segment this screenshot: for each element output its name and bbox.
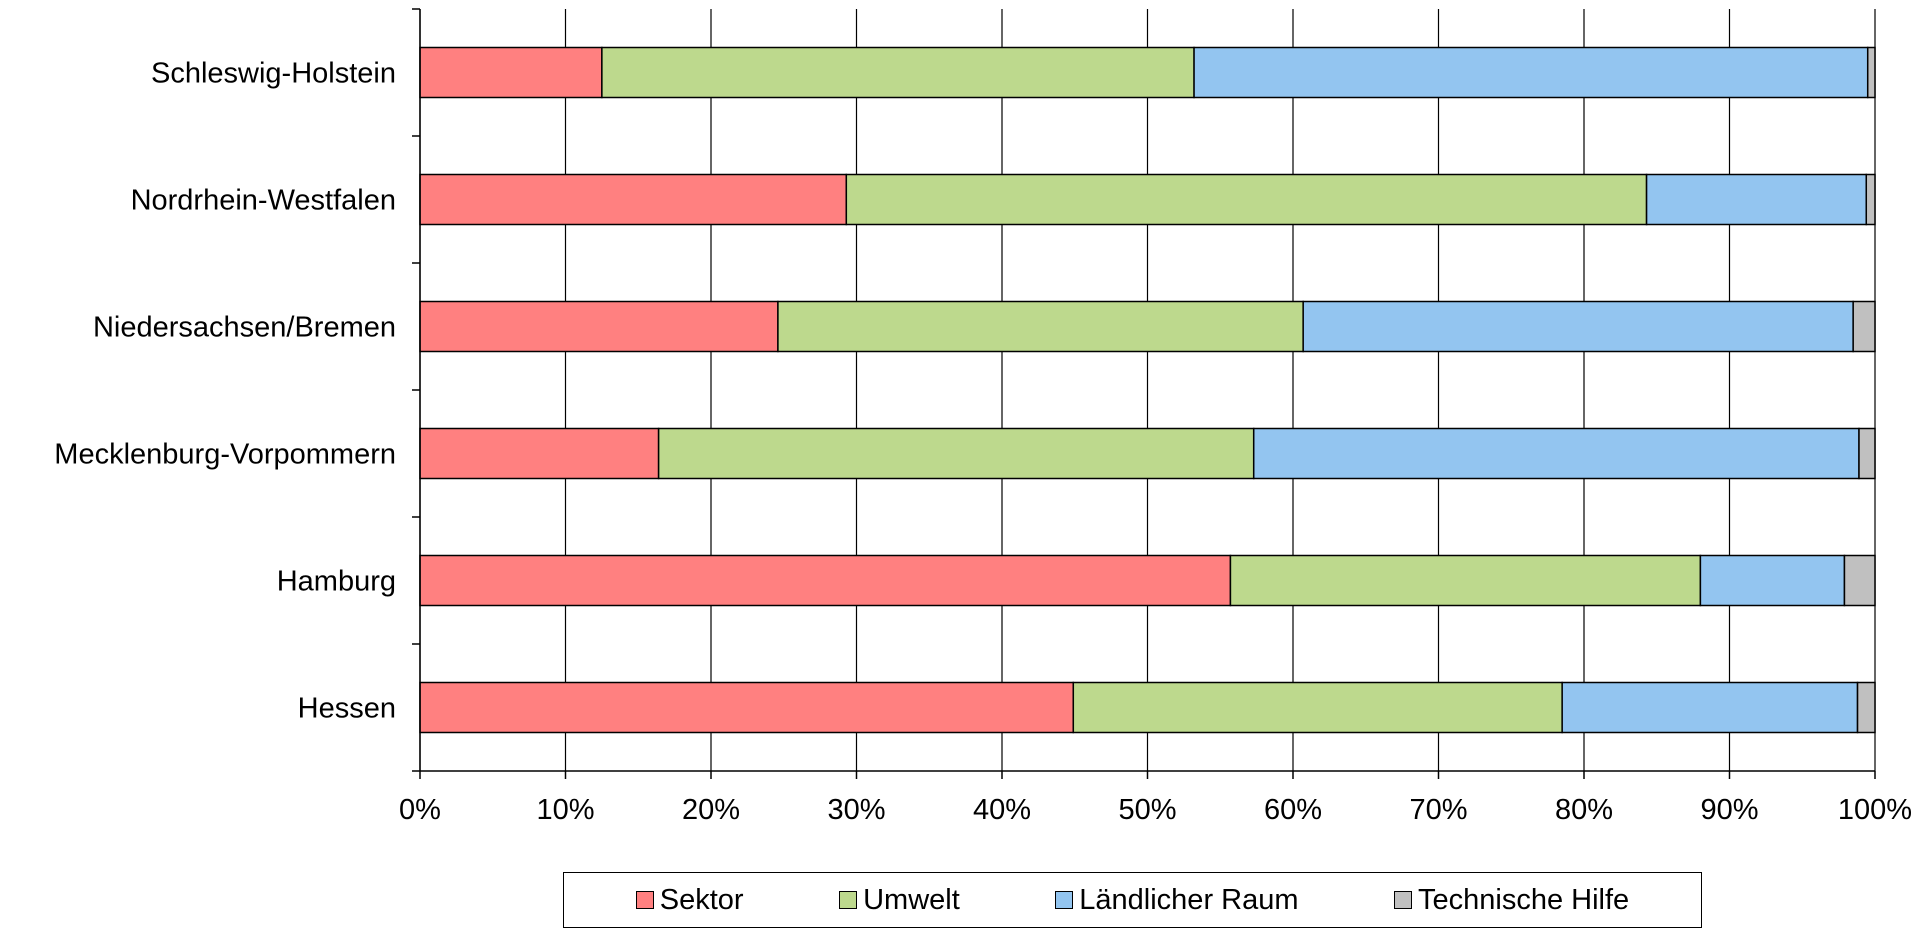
legend-item: Umwelt (839, 884, 960, 917)
legend: Sektor Umwelt Ländlicher Raum Technische Hi… (563, 872, 1702, 928)
category-label: Mecklenburg-Vorpommern (54, 439, 396, 471)
bar-segment (1229, 554, 1702, 607)
bar-segment (1699, 554, 1846, 607)
category-label: Niedersachsen/Bremen (93, 312, 396, 344)
legend-item: Sektor (635, 883, 744, 917)
bar-segment (419, 554, 1232, 607)
bar-segment (1852, 300, 1876, 353)
bar-segment (419, 46, 603, 99)
bar-segment (419, 427, 660, 480)
bar-segment (1193, 46, 1869, 99)
legend-item: Technische Hilfe (1394, 884, 1629, 917)
x-tick-label: 0% (399, 794, 441, 826)
x-tick-label: 90% (1700, 794, 1758, 826)
legend-swatch (635, 891, 654, 909)
legend-label: Umwelt (863, 883, 960, 916)
category-label: Schleswig-Holstein (151, 58, 396, 90)
category-label: Hessen (298, 693, 396, 725)
bar-segment (419, 300, 779, 353)
x-tick-label: 60% (1264, 794, 1322, 826)
bar-segment (1252, 427, 1860, 480)
x-tick-label: 80% (1555, 794, 1613, 826)
bar-segment (1865, 173, 1876, 226)
x-tick-label: 50% (1118, 794, 1176, 826)
bar-segment (419, 173, 848, 226)
bar-segment (1858, 427, 1876, 480)
legend-item: Ländlicher Raum (1055, 883, 1299, 917)
bar-segment (601, 46, 1195, 99)
bars (419, 46, 1876, 734)
legend-swatch (839, 891, 858, 909)
bar-segment (845, 173, 1648, 226)
grid-lines (419, 9, 1876, 771)
bar-segment (657, 427, 1255, 480)
legend-label: Technische Hilfe (1418, 883, 1630, 916)
bar-segment (1302, 300, 1854, 353)
x-tick-label: 30% (827, 794, 885, 826)
x-tick-label: 100% (1838, 794, 1912, 826)
legend-label: Ländlicher Raum (1079, 883, 1299, 916)
bar-segment (1866, 46, 1876, 99)
x-tick-label: 40% (973, 794, 1031, 826)
x-tick-label: 20% (682, 794, 740, 826)
category-label: Hamburg (277, 566, 396, 598)
bar-segment (1856, 681, 1876, 734)
x-tick-label: 70% (1409, 794, 1467, 826)
bar-segment (1645, 173, 1868, 226)
category-label: Nordrhein-Westfalen (131, 185, 396, 217)
category-labels: Schleswig-Holstein Nordrhein-Westfalen Nie… (54, 58, 396, 725)
bar-segment (419, 681, 1075, 734)
x-tick-label: 10% (536, 794, 594, 826)
legend-swatch (1055, 891, 1074, 909)
bar-segment (777, 300, 1304, 353)
bar-segment (1072, 681, 1563, 734)
legend-swatch (1394, 891, 1413, 909)
legend-label: Sektor (659, 883, 744, 916)
tick-labels: 0% 10% 20% 30% 40% 50% 60% 70% 80% 90% 100% (399, 794, 1912, 826)
axes (412, 8, 1876, 779)
bar-segment (1561, 681, 1859, 734)
bar-segment (1843, 554, 1876, 607)
